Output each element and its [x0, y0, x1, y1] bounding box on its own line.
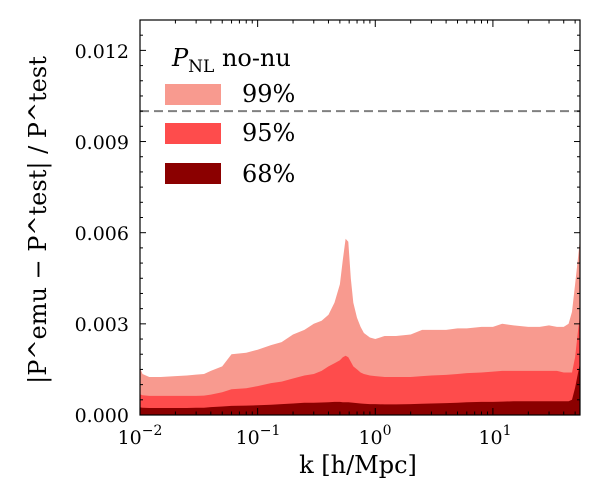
- legend: PNL no-nu 99% 95% 68%: [165, 44, 295, 188]
- y-tick-label: 0.000: [75, 405, 129, 427]
- x-tick-label: 10−1: [236, 423, 281, 449]
- y-axis-label: |P^emu − P^test| / P^test: [24, 56, 53, 384]
- legend-title: PNL no-nu: [171, 44, 291, 77]
- y-tick-label: 0.003: [75, 314, 129, 336]
- x-tick-labels: 10−2 10−1 100 101: [118, 423, 512, 449]
- area-series-99: [140, 238, 580, 415]
- x-tick-label: 10−2: [118, 423, 163, 449]
- y-tick-label: 0.012: [75, 41, 129, 63]
- legend-label-99: 99%: [242, 80, 295, 108]
- area-series-95: [140, 314, 580, 415]
- y-tick-labels: 0.000 0.003 0.006 0.009 0.012: [75, 41, 129, 427]
- y-tick-label: 0.009: [75, 132, 129, 154]
- legend-label-95: 95%: [242, 119, 295, 147]
- y-tick-label: 0.006: [75, 223, 129, 245]
- area-series-68: [140, 363, 580, 415]
- axis-ticks: [139, 20, 580, 416]
- legend-swatch-68: [165, 163, 221, 184]
- legend-swatch-99: [165, 84, 221, 105]
- x-axis-label: k [h/Mpc]: [299, 451, 417, 479]
- legend-label-68: 68%: [242, 160, 295, 188]
- x-tick-label: 100: [358, 423, 391, 449]
- legend-swatch-95: [165, 123, 221, 144]
- plot-area: [140, 238, 580, 415]
- x-tick-label: 101: [478, 423, 511, 449]
